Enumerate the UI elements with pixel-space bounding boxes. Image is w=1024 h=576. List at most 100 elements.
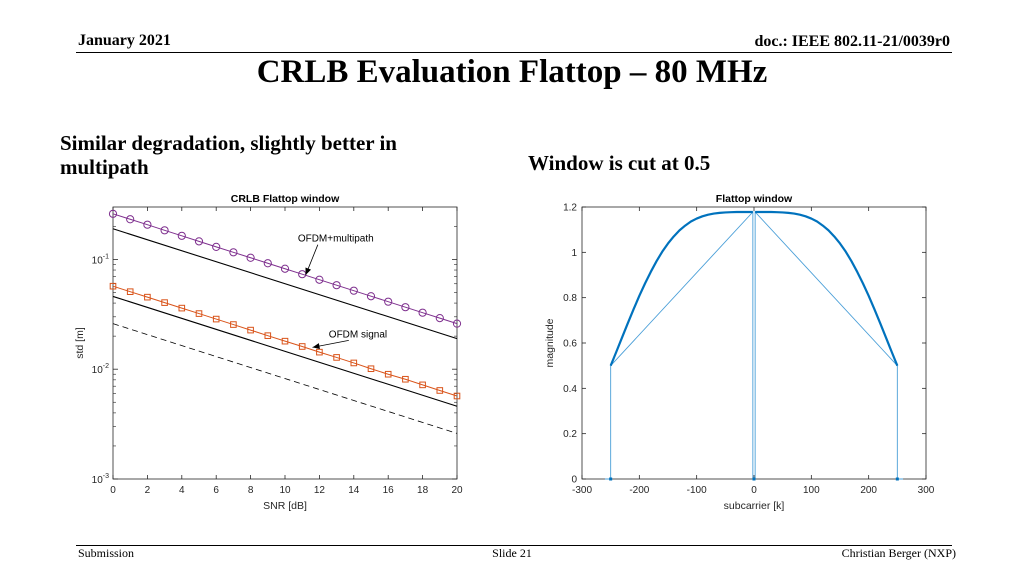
x-tick-label: 14	[348, 485, 360, 496]
ofdm-signal-point	[161, 299, 168, 306]
ofdm-multipath-point	[418, 308, 427, 317]
ofdm-signal-point	[298, 343, 306, 350]
flattop-right-line	[755, 210, 899, 367]
slide-title: CRLB Evaluation Flattop – 80 MHz	[256, 54, 768, 90]
header-doc-id: doc.: IEEE 802.11-21/0039r0	[754, 33, 950, 50]
x-tick-label: 0	[751, 485, 757, 496]
x-tick-label: 12	[314, 485, 326, 496]
ofdm-signal-point	[195, 310, 203, 317]
ofdm-signal-point	[436, 387, 444, 394]
ofdm-multipath-point	[263, 259, 272, 268]
ofdm-multipath-point	[143, 220, 152, 229]
ofdm-signal-point	[419, 381, 426, 389]
annotation-arrow-head	[312, 343, 320, 349]
plot-area	[112, 206, 458, 480]
y-tick-label: 10-2	[92, 363, 109, 376]
x-axis-label: subcarrier [k]	[724, 500, 785, 512]
zero-marker	[895, 477, 899, 481]
ofdm-multipath-point	[229, 248, 238, 257]
x-tick-label: -200	[629, 485, 649, 496]
x-tick-label: 8	[248, 485, 254, 496]
ofdm-multipath-point	[280, 264, 290, 273]
left-bullet-text: Similar degradation, slightly better in …	[60, 131, 397, 179]
ofdm-signal-line	[112, 285, 458, 397]
ofdm-signal-point	[367, 365, 375, 373]
ofdm-signal-point	[453, 392, 461, 400]
ofdm-multipath-point	[384, 297, 393, 306]
ofdm-signal-point	[384, 370, 392, 378]
x-tick-label: 0	[110, 485, 116, 496]
ofdm-signal-point	[247, 326, 254, 334]
ofdm-multipath-point	[452, 319, 462, 328]
x-tick-label: 2	[145, 485, 151, 496]
ofdm-multipath-point	[435, 313, 444, 323]
ofdm-multipath-point	[177, 231, 186, 240]
y-tick-label: 0.4	[563, 384, 577, 395]
annotation-arrow-head	[305, 267, 312, 276]
ofdm-multipath-point	[194, 237, 204, 246]
ofdm-signal-point	[178, 304, 186, 312]
footer-slide-number: Slide 21	[492, 546, 532, 560]
ofdm-signal-point	[350, 359, 358, 367]
footer-left: Submission	[78, 546, 135, 560]
x-tick-label: -100	[687, 485, 707, 496]
y-axis-label: std [m]	[74, 327, 86, 359]
footer-author: Christian Berger (NXP)	[841, 546, 956, 560]
crlb-chart: 10-3 10-2 10-1 0 2 4 6 8 10 12 14 16 18 20 OFDM+multip…	[74, 193, 463, 512]
ofdm-signal-point	[264, 332, 272, 339]
ofdm-signal-point	[333, 354, 340, 361]
x-axis-label: SNR [dB]	[263, 500, 307, 512]
x-tick-label: 200	[860, 485, 877, 496]
ofdm-multipath-point	[212, 242, 221, 251]
flattop-window-chart: 0 0.2 0.4 0.6 0.8 1 1.2 -300 -200 -100 0 100 200 300 F…	[544, 193, 935, 512]
x-tick-label: 6	[213, 485, 219, 496]
right-bullet-text: Window is cut at 0.5	[528, 151, 711, 175]
ofdm-signal-point	[212, 315, 220, 323]
y-axis-label: magnitude	[544, 318, 556, 367]
reference-dashed-line	[112, 323, 458, 434]
ofdm-signal-point	[144, 293, 151, 301]
ofdm-signal-point	[402, 375, 409, 383]
ofdm-multipath-point	[366, 292, 376, 301]
ofdm-multipath-line	[112, 213, 458, 325]
x-tick-label: 10	[279, 485, 291, 496]
ofdm-multipath-point	[160, 226, 169, 235]
annotation-ofdm-multipath: OFDM+multipath	[298, 234, 374, 245]
y-tick-label: 0.8	[563, 293, 577, 304]
chart-title: Flattop window	[716, 193, 793, 205]
x-tick-label: 16	[383, 485, 395, 496]
footer-rule	[76, 545, 952, 546]
x-tick-label: 300	[918, 485, 935, 496]
x-tick-label: 4	[179, 485, 185, 496]
zero-marker	[752, 477, 756, 481]
zero-marker	[609, 477, 613, 481]
ofdm-multipath-point	[108, 209, 118, 218]
ofdm-signal-point	[281, 337, 289, 345]
y-tick-label: 0.6	[563, 339, 577, 350]
x-tick-label: 100	[803, 485, 820, 496]
x-tick-label: -300	[572, 485, 592, 496]
header-date: January 2021	[78, 32, 171, 49]
ofdm-multipath-point	[126, 215, 135, 224]
y-tick-label: 1	[571, 248, 577, 259]
x-tick-label: 18	[417, 485, 429, 496]
flattop-left-line	[609, 210, 753, 367]
ofdm-signal-point	[126, 288, 134, 295]
y-tick-label: 0.2	[563, 429, 577, 440]
ofdm-multipath-point	[315, 275, 324, 284]
plot-area	[581, 206, 927, 480]
chart-title: CRLB Flattop window	[231, 193, 340, 205]
annotation-ofdm-signal: OFDM signal	[329, 329, 387, 340]
y-tick-label: 10-3	[92, 473, 109, 486]
ofdm-multipath-bound-line	[112, 228, 458, 340]
y-tick-label: 10-1	[92, 253, 109, 266]
ofdm-multipath-point	[332, 281, 341, 290]
ofdm-multipath-point	[349, 286, 358, 295]
ofdm-multipath-point	[246, 253, 255, 262]
ofdm-signal-point	[316, 348, 323, 356]
y-tick-label: 1.2	[563, 203, 577, 214]
ofdm-signal-point	[109, 282, 117, 290]
header-rule	[76, 52, 952, 53]
ofdm-signal-bound-line	[112, 295, 458, 407]
x-tick-label: 20	[451, 485, 463, 496]
